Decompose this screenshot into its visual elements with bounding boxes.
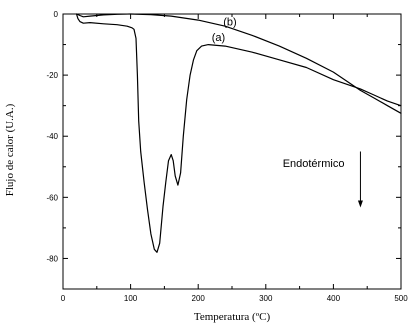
series-b-label: (b) — [223, 17, 236, 29]
y-tick-label: -80 — [46, 254, 58, 263]
x-tick-label: 0 — [61, 294, 66, 303]
x-tick-label: 400 — [327, 294, 341, 303]
y-tick-label: 0 — [54, 10, 59, 19]
y-axis-title: Flujo de calor (U.A.) — [4, 103, 16, 196]
x-tick-label: 300 — [259, 294, 273, 303]
plot-frame — [62, 13, 402, 290]
x-tick-label: 500 — [394, 294, 408, 303]
series-a-label: (a) — [212, 32, 225, 44]
x-tick-label: 200 — [192, 294, 206, 303]
y-tick-label: -40 — [46, 132, 58, 141]
series-a-line — [75, 13, 402, 253]
y-tick-label: -20 — [46, 71, 58, 80]
x-tick-label: 100 — [124, 294, 138, 303]
endothermic-label: Endotérmico — [283, 158, 345, 170]
series-b-line — [75, 13, 402, 114]
y-tick-label: -60 — [46, 193, 58, 202]
endothermic-arrow-head — [357, 200, 363, 208]
x-axis-title: Temperatura (ºC) — [194, 311, 271, 323]
